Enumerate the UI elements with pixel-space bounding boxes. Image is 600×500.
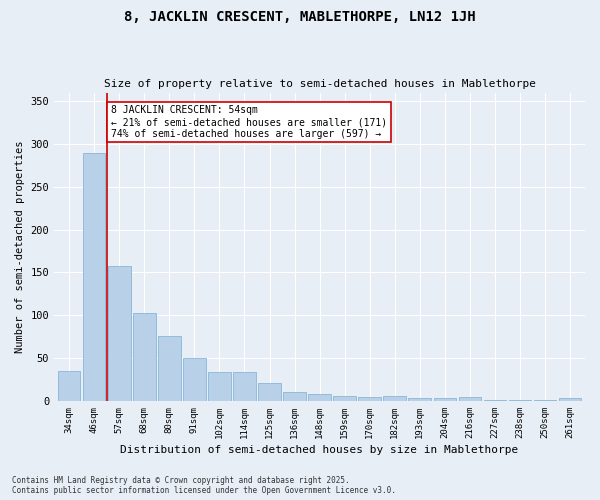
Bar xyxy=(509,400,531,401)
Bar xyxy=(258,383,281,401)
Bar xyxy=(308,394,331,401)
X-axis label: Distribution of semi-detached houses by size in Mablethorpe: Distribution of semi-detached houses by … xyxy=(121,445,519,455)
Bar xyxy=(133,312,155,401)
Bar xyxy=(559,398,581,401)
Bar xyxy=(58,371,80,401)
Bar xyxy=(334,396,356,401)
Bar xyxy=(158,336,181,401)
Bar xyxy=(383,396,406,401)
Bar xyxy=(434,398,456,401)
Bar xyxy=(358,396,381,401)
Bar xyxy=(283,392,306,401)
Bar xyxy=(208,372,230,401)
Bar xyxy=(533,400,556,401)
Bar xyxy=(233,372,256,401)
Y-axis label: Number of semi-detached properties: Number of semi-detached properties xyxy=(15,140,25,353)
Bar xyxy=(183,358,206,401)
Text: 8 JACKLIN CRESCENT: 54sqm
← 21% of semi-detached houses are smaller (171)
74% of: 8 JACKLIN CRESCENT: 54sqm ← 21% of semi-… xyxy=(110,106,386,138)
Bar xyxy=(108,266,131,401)
Text: Contains HM Land Registry data © Crown copyright and database right 2025.
Contai: Contains HM Land Registry data © Crown c… xyxy=(12,476,396,495)
Title: Size of property relative to semi-detached houses in Mablethorpe: Size of property relative to semi-detach… xyxy=(104,79,536,89)
Bar xyxy=(409,398,431,401)
Bar xyxy=(484,400,506,401)
Bar xyxy=(458,396,481,401)
Text: 8, JACKLIN CRESCENT, MABLETHORPE, LN12 1JH: 8, JACKLIN CRESCENT, MABLETHORPE, LN12 1… xyxy=(124,10,476,24)
Bar xyxy=(83,152,106,401)
